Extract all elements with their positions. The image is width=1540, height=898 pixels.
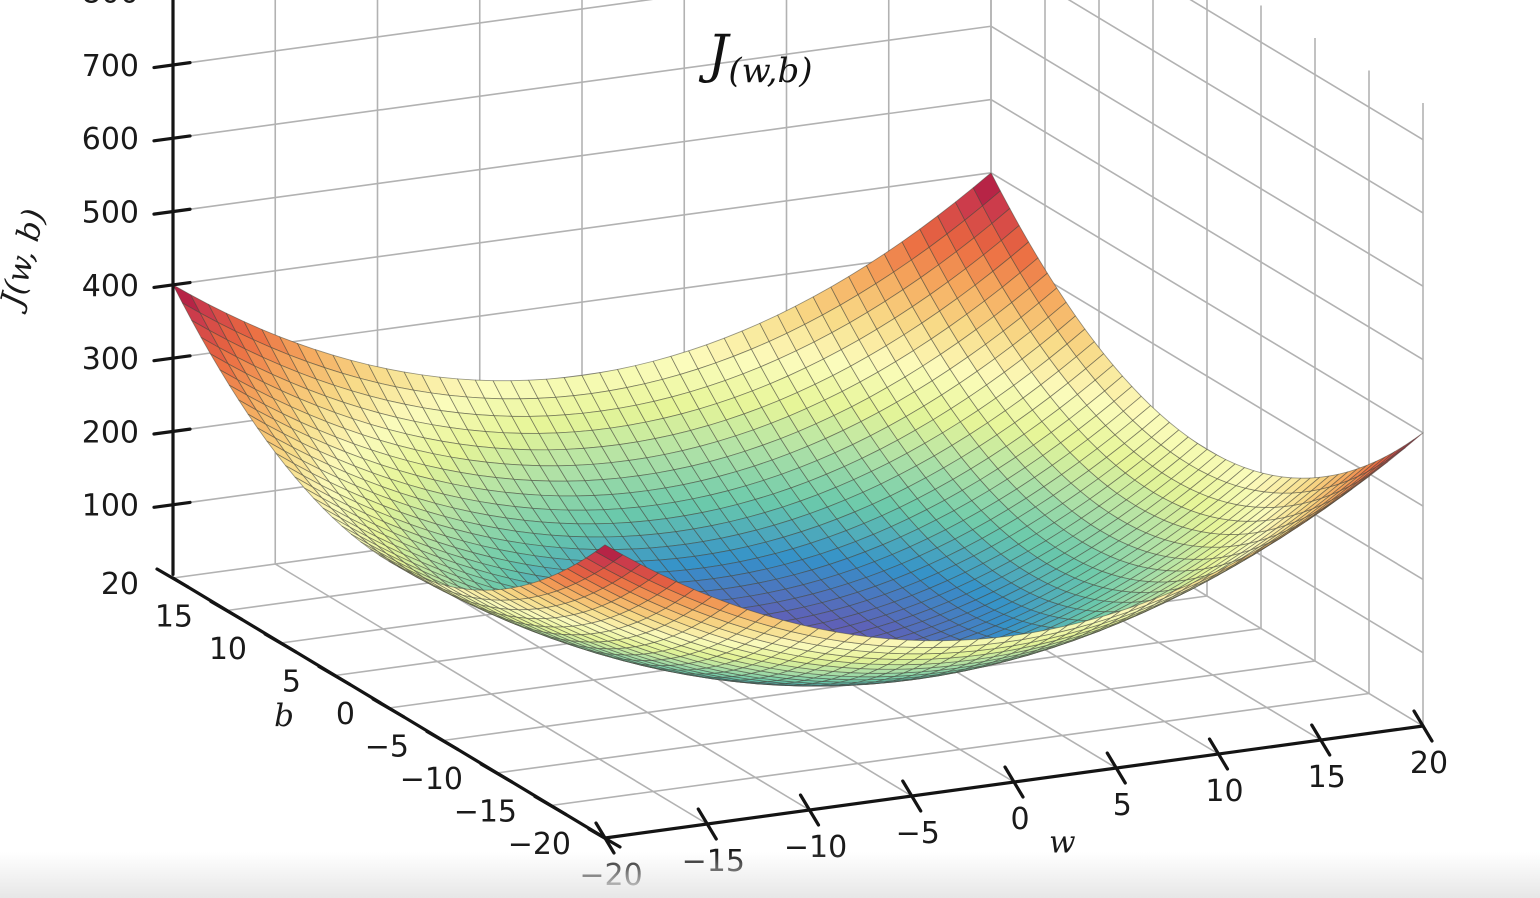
w-tick-label: −10 bbox=[784, 830, 847, 865]
b-tick-label: 10 bbox=[209, 632, 247, 667]
b-tick-label: −10 bbox=[400, 762, 463, 797]
axes-lines-ticks bbox=[152, 0, 1434, 855]
b-tick-label: 5 bbox=[282, 665, 301, 700]
z-tick-label: 400 bbox=[82, 269, 139, 304]
z-tick-label: 800 bbox=[82, 0, 139, 11]
w-tick-label: 15 bbox=[1308, 760, 1346, 795]
w-tick-label: 5 bbox=[1113, 788, 1132, 823]
z-axis-title: J(w, b) bbox=[0, 205, 53, 316]
w-tick-label: 0 bbox=[1010, 802, 1029, 837]
b-tick-label: 20 bbox=[101, 567, 139, 602]
b-tick-label: 0 bbox=[336, 697, 355, 732]
b-tick-label: −15 bbox=[454, 795, 517, 830]
plot-title-subscript: (w,b) bbox=[728, 51, 812, 91]
z-tick-label: 100 bbox=[82, 489, 139, 524]
w-axis-title: w bbox=[1049, 824, 1076, 860]
w-tick-label: −15 bbox=[682, 844, 745, 879]
z-tick-label: 600 bbox=[82, 122, 139, 157]
z-tick-label: 200 bbox=[82, 415, 139, 450]
w-tick-label: 10 bbox=[1205, 774, 1243, 809]
surface-mesh bbox=[172, 172, 1424, 687]
b-axis-title: b bbox=[274, 698, 294, 734]
w-tick-label: 20 bbox=[1410, 746, 1448, 781]
b-tick-label: 15 bbox=[155, 600, 193, 635]
w-tick-label: −5 bbox=[896, 816, 940, 851]
b-tick-label: −20 bbox=[508, 827, 571, 862]
z-tick-label: 300 bbox=[82, 342, 139, 377]
w-tick-label: −20 bbox=[579, 858, 642, 893]
b-tick-label: −5 bbox=[365, 730, 409, 765]
z-tick-label: 500 bbox=[82, 196, 139, 231]
z-tick-label: 700 bbox=[82, 49, 139, 84]
